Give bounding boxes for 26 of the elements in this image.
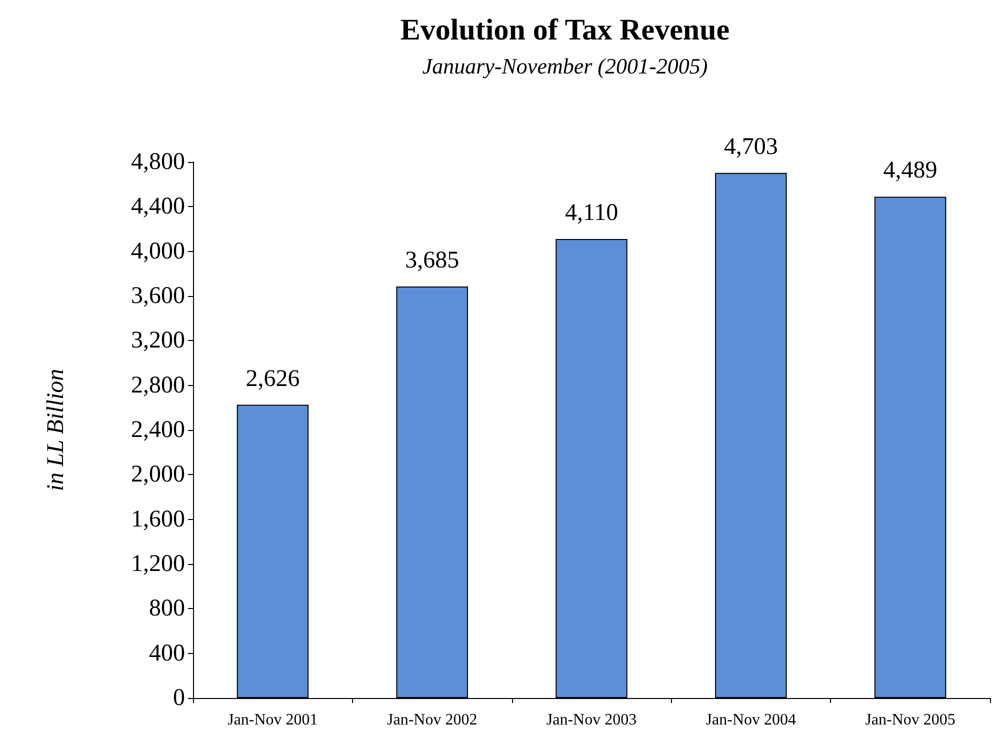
y-tick-label: 3,600 [131,283,185,309]
y-tick-label: 2,400 [131,417,185,443]
y-tick-label: 1,600 [131,506,185,532]
y-tick-label: 0 [173,685,185,711]
x-tick-label: Jan-Nov 2003 [546,712,637,728]
data-label: 4,110 [564,200,618,226]
y-tick-label: 4,000 [131,238,185,264]
chart-title: Evolution of Tax Revenue [400,14,730,46]
y-tick-label: 400 [149,640,185,666]
data-label: 4,703 [724,134,778,160]
y-tick-label: 4,800 [131,149,185,175]
x-tick-label: Jan-Nov 2004 [706,712,796,728]
data-label: 3,685 [405,248,460,274]
y-tick-label: 800 [149,596,185,622]
y-tick-label: 2,000 [131,462,185,488]
data-label: 4,489 [883,158,938,184]
y-tick-label: 4,400 [131,194,185,220]
y-axis-title: in LL Billion [43,368,69,492]
x-tick-label: Jan-Nov 2001 [228,712,318,728]
x-tick-label: Jan-Nov 2002 [386,712,478,728]
y-tick-label: 3,200 [131,328,185,354]
x-tick-label: Jan-Nov 2005 [865,712,956,728]
y-tick-label: 2,800 [131,372,185,398]
chart-subtitle: January-November (2001-2005) [422,54,708,78]
y-tick-label: 1,200 [131,551,185,577]
data-label: 2,626 [246,366,300,392]
